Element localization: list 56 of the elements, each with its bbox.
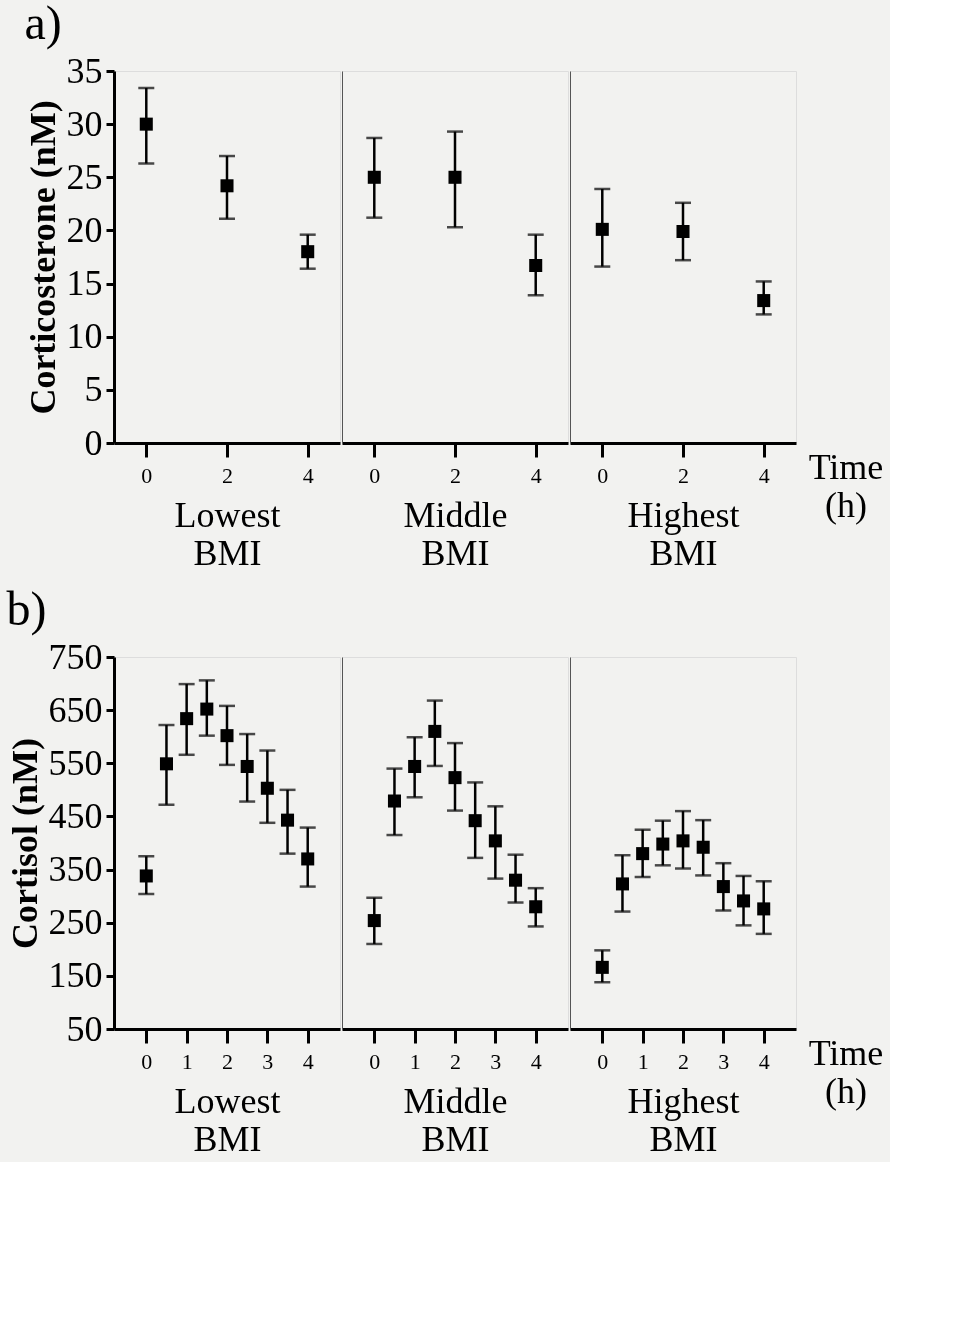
- x-tick-label: 4: [302, 1048, 314, 1074]
- x-tick-label: 2: [678, 462, 689, 488]
- x-tick-label: 3: [262, 1048, 274, 1074]
- x-tick-label: 0: [369, 462, 381, 488]
- x-axis-title: Middle BMI: [403, 494, 508, 573]
- x-tick-label: 2: [222, 462, 233, 488]
- point: [220, 729, 234, 743]
- x-tick-label: 4: [530, 1048, 542, 1074]
- y-tick-label: 650: [48, 689, 103, 730]
- x-tick-label: 0: [597, 462, 609, 488]
- x-axis-title: Lowest BMI: [174, 494, 281, 573]
- x-tick-label: 2: [222, 1048, 233, 1074]
- x-tick-label: 3: [490, 1048, 502, 1074]
- x-tick-label: 2: [450, 462, 461, 488]
- chart-title: b): [6, 581, 47, 636]
- x-tick-label: 4: [530, 462, 542, 488]
- y-tick-label: 15: [66, 263, 103, 304]
- x-tick-label: 1: [409, 1048, 421, 1074]
- y-tick-label: 35: [66, 50, 103, 91]
- y-tick-label: 350: [48, 849, 103, 890]
- y-tick-label: 150: [48, 955, 103, 996]
- x-tick-label: 0: [369, 1048, 381, 1074]
- text: Time (h): [808, 1033, 884, 1111]
- x-tick-label: 4: [302, 462, 314, 488]
- point: [448, 771, 462, 785]
- x-tick-label: 3: [718, 1048, 730, 1074]
- y-tick-label: 250: [48, 902, 103, 943]
- y-tick-label: 0: [84, 422, 103, 463]
- y-tick-label: 550: [48, 742, 103, 783]
- y-axis-title: Cortisol (nM): [4, 738, 45, 949]
- x-tick-label: 0: [597, 1048, 609, 1074]
- x-tick-label: 2: [678, 1048, 689, 1074]
- point: [676, 834, 690, 848]
- x-tick-label: 1: [181, 1048, 193, 1074]
- y-tick-label: 10: [66, 316, 103, 357]
- x-tick-label: 2: [450, 1048, 461, 1074]
- x-axis-title: Highest BMI: [627, 1080, 740, 1159]
- y-tick-label: 30: [66, 103, 103, 144]
- y-tick-label: 450: [48, 795, 103, 836]
- x-axis-title: Middle BMI: [403, 1080, 508, 1159]
- y-axis-title: Corticosterone (nM): [22, 100, 63, 415]
- x-tick-label: 0: [141, 1048, 153, 1074]
- x-tick-label: 4: [758, 1048, 770, 1074]
- y-tick-label: 20: [66, 209, 103, 250]
- y-tick-label: 50: [66, 1008, 103, 1049]
- y-tick-label: 25: [66, 156, 103, 197]
- x-axis-title: Highest BMI: [627, 494, 740, 573]
- x-axis-title: Lowest BMI: [174, 1080, 281, 1159]
- y-tick-label: 5: [84, 369, 103, 410]
- x-tick-label: 0: [141, 462, 153, 488]
- x-tick-label: 1: [637, 1048, 649, 1074]
- y-tick-label: 750: [48, 636, 103, 677]
- x-tick-label: 4: [758, 462, 770, 488]
- chart-title: a): [24, 0, 62, 50]
- text: Time (h): [808, 447, 884, 525]
- point: [220, 179, 234, 193]
